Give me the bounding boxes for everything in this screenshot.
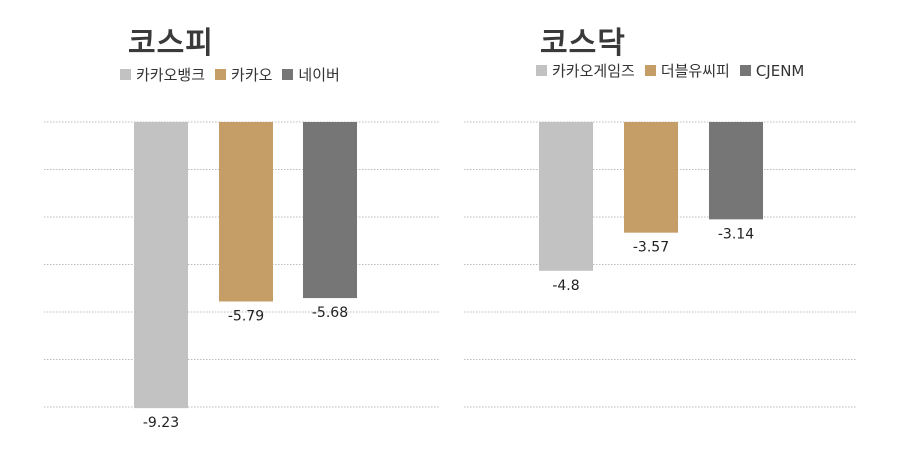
legend-swatch [536,65,547,76]
legend-swatch [215,69,227,80]
legend-swatch [644,65,656,76]
data-label: -3.57 [633,240,669,256]
data-label: -3.14 [718,226,754,242]
legend-label: 더블유씨피 [660,62,730,80]
legend-label: 네이버 [298,66,340,84]
data-label: -5.68 [312,305,348,321]
legend-item: 카카오게임즈 [536,60,635,81]
bar [624,122,678,233]
bar [539,122,593,271]
bar [709,122,763,220]
chart-legend: 카카오게임즈 더블유씨피 CJENM [536,60,814,81]
legend-swatch [739,65,751,76]
kosdaq-panel: 코스닥 카카오게임즈 더블유씨피 CJENM [460,0,900,450]
bar [134,122,188,409]
legend-swatch [282,69,294,80]
legend-label: 카카오게임즈 [552,62,635,80]
chart-legend: 카카오뱅크 카카오 네이버 [120,64,350,85]
kospi-panel: 코스피 카카오뱅크 카카오 네이버 [120,26,350,85]
chart-title: 코스피 [128,26,214,61]
bar [219,122,273,302]
legend-label: CJENM [755,61,805,80]
legend-item: 카카오 [215,64,272,85]
chart-title: 코스닥 [540,26,626,61]
data-label: -9.23 [143,415,179,431]
bar [303,122,357,299]
legend-item: 더블유씨피 [644,60,730,81]
legend-item: CJENM [739,61,805,80]
legend-label: 카카오뱅크 [136,66,206,84]
legend-label: 카카오 [231,66,273,84]
legend-swatch [120,69,131,80]
data-label: -4.8 [552,278,579,294]
legend-item: 네이버 [282,64,340,85]
legend-item: 카카오뱅크 [120,64,205,85]
data-label: -5.79 [228,308,264,324]
